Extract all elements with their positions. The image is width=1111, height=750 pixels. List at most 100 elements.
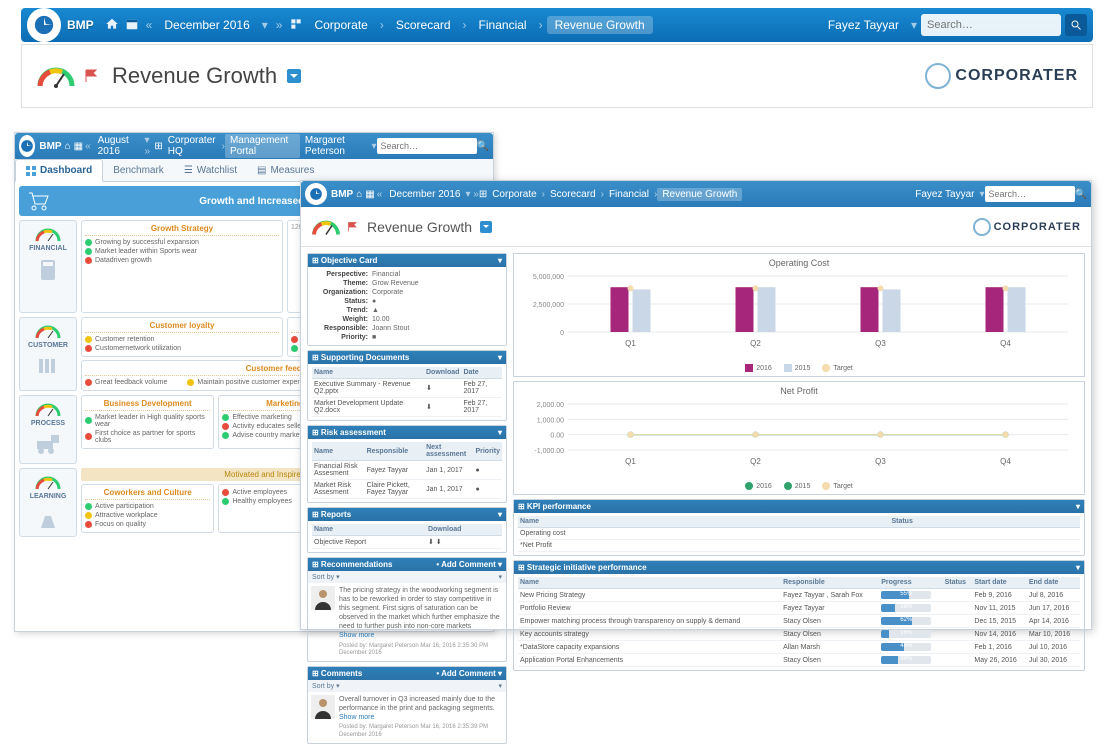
search-input[interactable] [921, 14, 1061, 36]
table-row[interactable]: Key accounts strategyStacy Olsen 16% Nov… [518, 628, 1080, 641]
sort-by[interactable]: Sort by ▾▾ [308, 571, 506, 583]
expand-icon[interactable]: ▾ [498, 510, 502, 519]
table-row[interactable]: *Net Profit [518, 540, 1080, 552]
crumb-revenue-growth[interactable]: Revenue Growth [657, 188, 742, 201]
chart-svg: 02,500,0005,000,000Q1Q2Q3Q4 [518, 270, 1078, 360]
search-input[interactable] [985, 186, 1075, 202]
org-icon[interactable]: ⊞ [479, 189, 487, 200]
period-selector[interactable]: December 2016 [156, 16, 257, 34]
crumb-corporate[interactable]: Corporate [306, 16, 375, 34]
app-logo[interactable] [27, 8, 61, 42]
perspective-card: Coworkers and Culture Active participati… [81, 484, 214, 533]
svg-text:Q1: Q1 [625, 339, 636, 348]
show-more-link[interactable]: Show more [339, 632, 374, 639]
table-row[interactable]: Executive Summary - Revenue Q2.pptx⬇Feb … [312, 379, 502, 398]
chevron-down-icon[interactable]: ▾ [262, 18, 268, 32]
table-row[interactable]: Financial Risk AssesmentFayez TayyarJan … [312, 461, 502, 480]
perspective-card: Customer loyalty Customer retention Cust… [81, 317, 283, 357]
table-row[interactable]: Market Risk AssesmentClaire Pickett, Fay… [312, 480, 502, 499]
org-icon[interactable]: ⊞ [154, 141, 162, 152]
expand-icon[interactable]: ▾ [1076, 563, 1080, 572]
table-row[interactable]: Application Portal EnhancementsStacy Ols… [518, 654, 1080, 667]
perspective-item[interactable]: Active participation [85, 502, 210, 511]
perspective-item[interactable]: Great feedback volume [85, 378, 167, 387]
svg-text:Q4: Q4 [1000, 339, 1011, 348]
calendar-icon[interactable] [122, 17, 142, 34]
expand-icon[interactable]: ▾ [498, 353, 502, 362]
perspective-item[interactable]: Market leader within Sports wear [85, 247, 279, 256]
table-row[interactable]: Operating cost [518, 528, 1080, 540]
perspective-item[interactable]: Customernetwork utilization [85, 344, 279, 353]
period-selector[interactable]: August 2016 [93, 134, 145, 158]
crumb-scorecard[interactable]: Scorecard [545, 188, 601, 201]
show-more-link[interactable]: Show more [339, 714, 374, 721]
gauge-icon [36, 62, 76, 90]
period-selector[interactable]: December 2016 [384, 188, 465, 201]
user-menu[interactable]: Margaret Peterson [300, 134, 372, 158]
crumb-revenue-growth[interactable]: Revenue Growth [547, 16, 653, 34]
crumb-financial[interactable]: Financial [604, 188, 654, 201]
status-dot-icon [85, 248, 92, 255]
table-row[interactable]: New Pricing StrategyFayez Tayyar , Sarah… [518, 589, 1080, 602]
add-comment-button[interactable]: • Add Comment ▾ [436, 560, 502, 569]
perspective-item[interactable]: Growing by successful expansion [85, 238, 279, 247]
user-chevron-icon[interactable]: ▾ [911, 18, 917, 32]
table-row[interactable]: Portfolio ReviewFayez Tayyar 28% Nov 11,… [518, 602, 1080, 615]
calendar-icon[interactable]: ▦ [74, 141, 83, 152]
perspective-card: Business Development Market leader in Hi… [81, 395, 214, 449]
add-comment-button[interactable]: • Add Comment ▾ [436, 669, 502, 678]
tab-watchlist[interactable]: ☰ Watchlist [174, 159, 247, 181]
expand-icon[interactable]: ▾ [1076, 502, 1080, 511]
title-dropdown[interactable] [287, 69, 301, 83]
status-dot-icon [85, 433, 92, 440]
chevron-left-icon[interactable]: « [146, 18, 153, 32]
expand-icon[interactable]: ▾ [498, 428, 502, 437]
perspective-item[interactable]: Datadriven growth [85, 256, 279, 265]
expand-icon[interactable]: ▾ [498, 256, 502, 265]
home-icon[interactable]: ⌂ [356, 189, 362, 200]
comments-widget: ⊞ Comments• Add Comment ▾ Sort by ▾▾ Ove… [307, 666, 507, 744]
svg-text:Q2: Q2 [750, 339, 761, 348]
crumb-mgmt-portal[interactable]: Management Portal [225, 134, 300, 158]
search-icon[interactable]: 🔍 [477, 141, 489, 152]
gauge-icon [311, 216, 341, 238]
sort-by[interactable]: Sort by ▾▾ [308, 680, 506, 692]
detail-titlebar: Revenue Growth CORPORATER [301, 207, 1091, 247]
chevron-right-icon[interactable]: » [276, 18, 283, 32]
crumb-corporate[interactable]: Corporate [487, 188, 541, 201]
crumb-hq[interactable]: Corporater HQ [163, 134, 222, 158]
table-row[interactable]: Empower matching process through transpa… [518, 615, 1080, 628]
tab-dashboard[interactable]: Dashboard [15, 159, 103, 182]
perspective-item[interactable]: Customer retention [85, 335, 279, 344]
perspective-item[interactable]: First choice as partner for sports clubs [85, 429, 210, 445]
search-input[interactable] [377, 138, 477, 154]
svg-text:Q3: Q3 [875, 339, 886, 348]
crumb-financial[interactable]: Financial [471, 16, 535, 34]
user-menu[interactable]: Fayez Tayyar [910, 188, 979, 201]
perspective-item[interactable]: Attractive workplace [85, 511, 210, 520]
detail-title-dropdown[interactable] [480, 221, 492, 233]
perspective-item[interactable]: Focus on quality [85, 520, 210, 529]
perspective-item[interactable]: Market leader in High quality sports wea… [85, 413, 210, 429]
home-icon[interactable]: ⌂ [65, 141, 71, 152]
svg-text:Q4: Q4 [1000, 457, 1011, 466]
app-logo-small[interactable] [19, 135, 35, 157]
home-icon[interactable] [102, 17, 122, 34]
crumb-scorecard[interactable]: Scorecard [388, 16, 459, 34]
search-button[interactable] [1065, 14, 1087, 36]
org-icon[interactable] [286, 17, 306, 34]
tab-measures[interactable]: ▤ Measures [247, 159, 324, 181]
table-row[interactable]: Market Development Update Q2.docx⬇Feb 27… [312, 398, 502, 417]
widget: ⊞ Objective Card▾ Perspective:FinancialT… [307, 253, 507, 346]
tab-benchmark[interactable]: Benchmark [103, 159, 174, 181]
brand-label: BMP [331, 189, 353, 200]
user-menu[interactable]: Fayez Tayyar [820, 16, 907, 34]
app-logo-small[interactable] [305, 183, 327, 205]
search-icon[interactable]: 🔍 [1075, 189, 1087, 200]
perspective-item[interactable]: Maintain positive customer experience [187, 378, 316, 387]
table-row[interactable]: *DataStore capacity expansionsAllan Mars… [518, 641, 1080, 654]
widget: ⊞ Supporting Documents▾ NameDownloadDate… [307, 350, 507, 421]
status-dot-icon [222, 498, 229, 505]
table-row[interactable]: Objective Report⬇ ⬇ [312, 536, 502, 549]
calendar-icon[interactable]: ▦ [365, 189, 374, 200]
